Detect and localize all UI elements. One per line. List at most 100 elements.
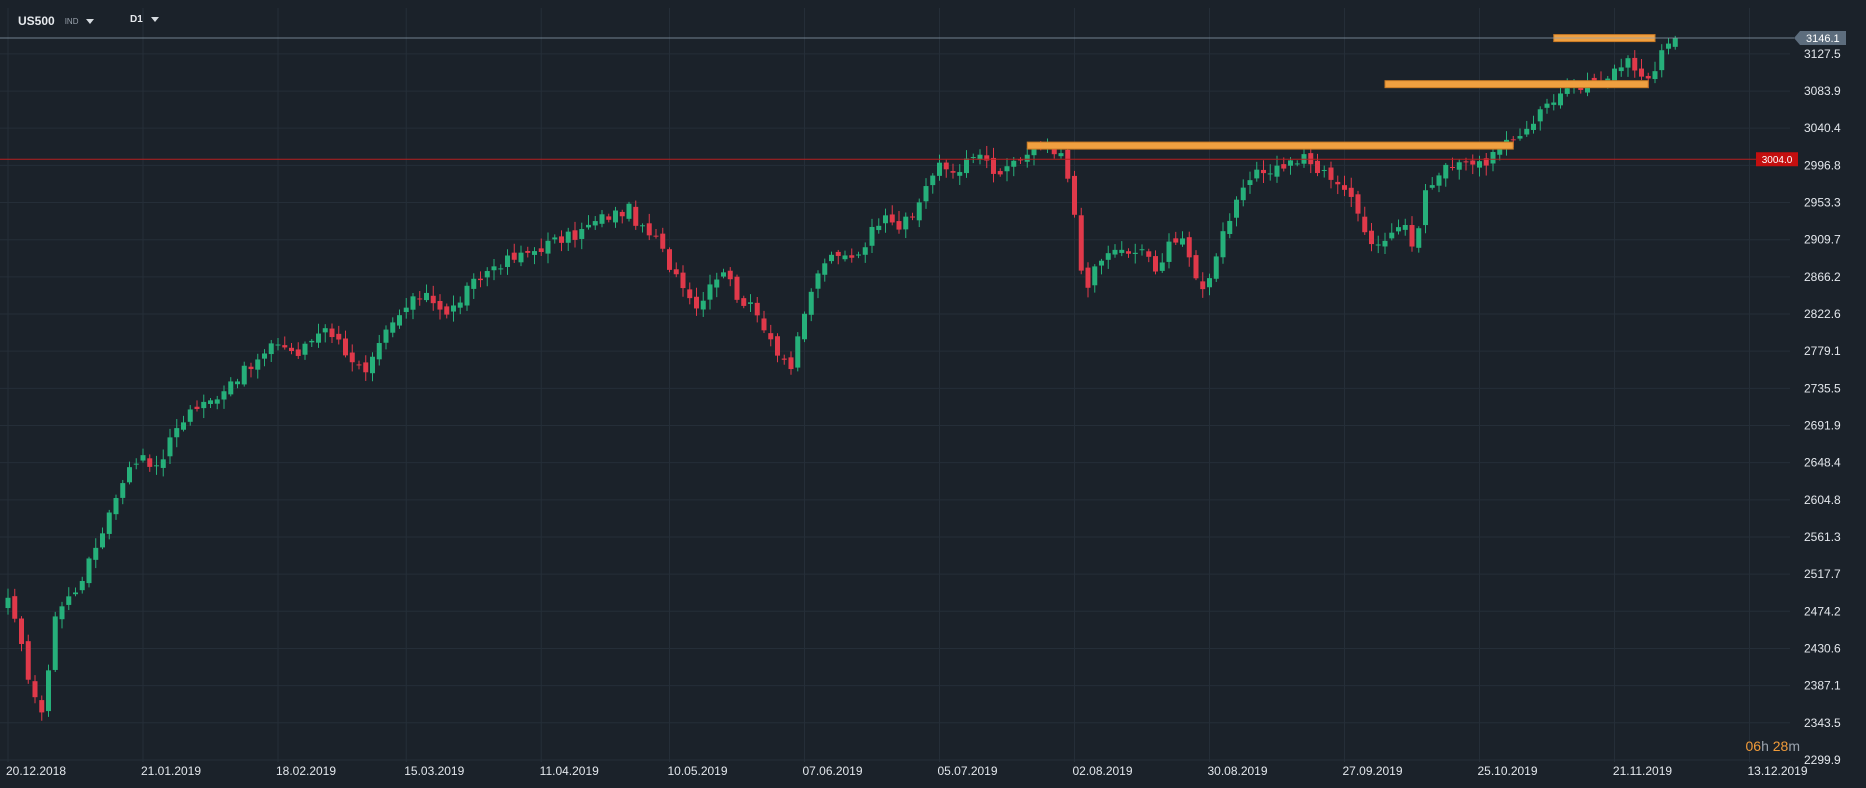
candle-body — [991, 157, 996, 174]
candle-body — [633, 206, 639, 226]
candle-body — [592, 221, 598, 226]
candle-body — [329, 328, 335, 338]
candle-body — [464, 285, 470, 306]
y-tick-label: 2691.9 — [1804, 419, 1841, 433]
candle-body — [1618, 67, 1624, 72]
candle-body — [626, 203, 632, 219]
candle-body — [174, 428, 180, 438]
candle-body — [707, 284, 713, 300]
y-tick-label: 2866.2 — [1804, 270, 1841, 284]
candle-body — [586, 224, 591, 228]
candle-body — [241, 365, 247, 385]
candle-body — [829, 254, 834, 262]
candle-body — [889, 214, 895, 223]
candle-body — [12, 596, 18, 619]
candle-body — [194, 406, 200, 410]
candle-body — [437, 300, 443, 310]
candle-body — [599, 214, 605, 224]
candle-body — [457, 302, 463, 308]
candle-body — [363, 362, 369, 373]
candle-body — [815, 273, 821, 289]
candle-body — [289, 347, 294, 352]
candle-body — [5, 597, 11, 609]
candle-body — [910, 216, 915, 218]
candle-body — [1463, 161, 1469, 163]
y-tick-label: 2299.9 — [1804, 753, 1841, 767]
horizontal-line-badge — [1756, 152, 1798, 167]
chevron-down-icon[interactable] — [150, 17, 159, 22]
candle-body — [950, 171, 956, 173]
candle-body — [376, 343, 382, 360]
candle-body — [1085, 267, 1091, 288]
candle-body — [32, 681, 38, 698]
candle-body — [302, 343, 308, 355]
candle-body — [741, 298, 747, 306]
y-tick-label: 2343.5 — [1804, 716, 1841, 730]
countdown-hours: 06 — [1745, 738, 1762, 754]
candle-body — [876, 225, 882, 231]
x-tick-label: 05.07.2019 — [937, 764, 997, 778]
candle-body — [1551, 102, 1557, 105]
candle-body — [1207, 278, 1212, 288]
candle-body — [808, 291, 814, 315]
candle-body — [100, 533, 105, 548]
candle-body — [1072, 175, 1077, 215]
x-tick-label: 30.08.2019 — [1207, 764, 1267, 778]
candle-body — [201, 401, 207, 409]
candle-body — [349, 352, 355, 363]
y-tick-label: 3083.9 — [1804, 84, 1841, 98]
x-tick-label: 15.03.2019 — [404, 764, 464, 778]
candle-body — [1267, 173, 1273, 175]
y-tick-label: 2953.3 — [1804, 196, 1841, 210]
x-tick-label: 02.08.2019 — [1072, 764, 1132, 778]
candle-body — [869, 226, 875, 246]
candle-body — [1497, 146, 1503, 155]
candle-body — [93, 547, 99, 560]
candle-body — [1018, 159, 1023, 161]
candle-body — [1335, 181, 1341, 185]
candle-body — [613, 210, 618, 223]
candle-body — [1470, 160, 1476, 165]
candle-body — [160, 459, 166, 468]
candle-body — [1537, 109, 1543, 122]
candle-body — [511, 252, 517, 260]
candle-body — [1450, 166, 1455, 168]
candle-body — [46, 670, 51, 712]
symbol-selector[interactable]: US500 IND — [18, 14, 95, 28]
chevron-down-icon[interactable] — [86, 18, 95, 24]
symbol-type-label: IND — [64, 16, 79, 26]
candle-body — [1389, 232, 1395, 239]
candle-body — [842, 255, 848, 260]
candle-body — [25, 641, 31, 680]
x-tick-label: 27.09.2019 — [1342, 764, 1402, 778]
last-price-label: 3146.1 — [1806, 33, 1840, 45]
candle-body — [1166, 241, 1172, 262]
candle-body — [1315, 160, 1320, 174]
y-tick-label: 2779.1 — [1804, 344, 1841, 358]
candle-body — [1436, 175, 1442, 186]
candle-body — [430, 295, 436, 304]
candle-body — [775, 336, 780, 356]
candle-body — [154, 465, 159, 467]
candle-body — [1416, 228, 1422, 248]
candle-body — [1274, 165, 1280, 177]
candle-body — [383, 329, 389, 343]
candle-body — [518, 252, 524, 263]
candle-body — [957, 172, 963, 176]
candle-body — [1510, 139, 1516, 141]
x-tick-label: 18.02.2019 — [276, 764, 336, 778]
candle-body — [1105, 253, 1111, 260]
candle-body — [835, 251, 841, 256]
candle-body — [1024, 154, 1030, 162]
candle-body — [1173, 238, 1179, 243]
y-tick-label: 2430.6 — [1804, 641, 1841, 655]
candle-body — [478, 278, 483, 281]
candle-body — [788, 357, 794, 370]
candle-body — [1234, 199, 1239, 218]
candle-body — [262, 353, 267, 359]
timeframe-selector[interactable]: D1 — [130, 14, 159, 25]
y-tick-label: 3127.5 — [1804, 47, 1841, 61]
candle-body — [410, 296, 416, 310]
last-price-badge — [1794, 31, 1846, 45]
